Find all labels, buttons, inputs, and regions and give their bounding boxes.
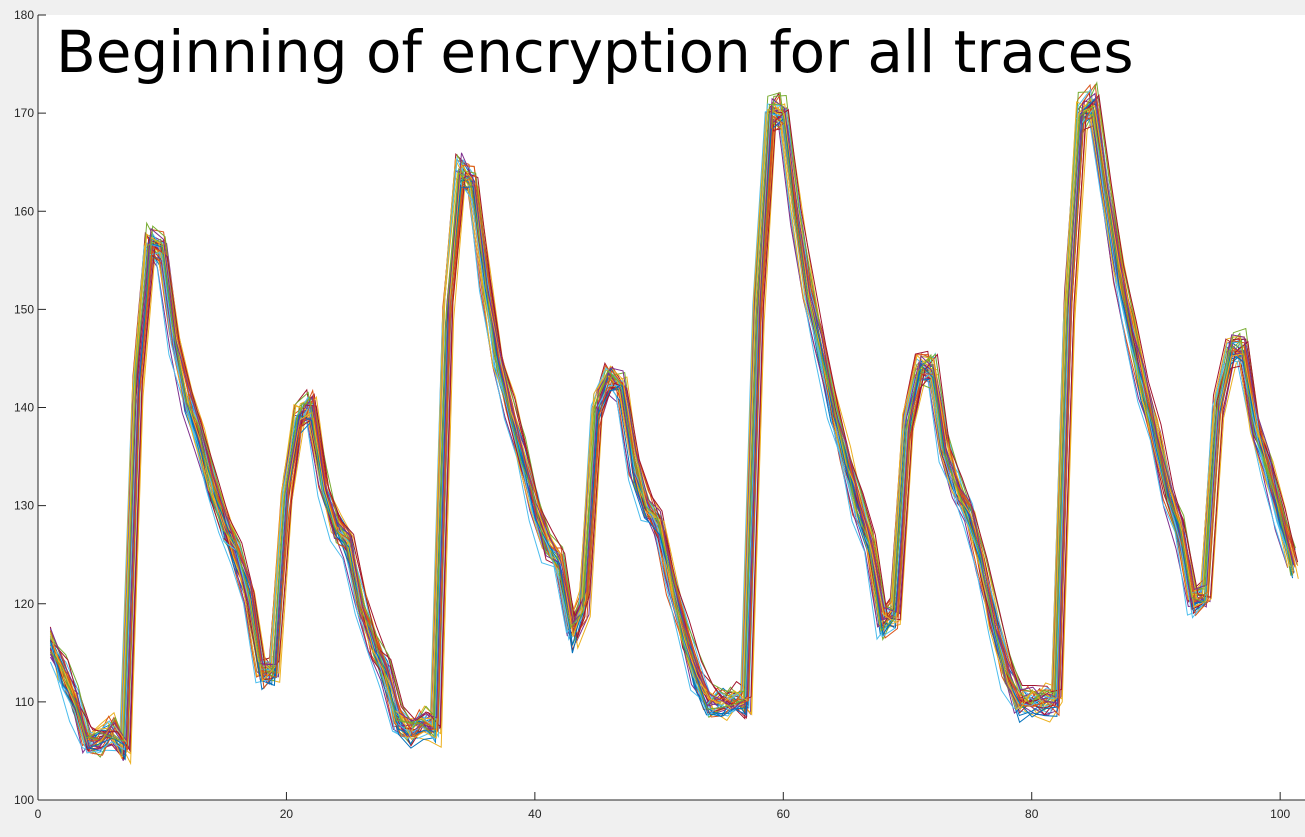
y-tick-label: 180 — [14, 8, 34, 22]
x-tick-label: 0 — [35, 807, 42, 821]
x-tick-label: 80 — [1025, 807, 1039, 821]
y-ticks-layer: 100 110 120 130 140 150 160 170 180 — [14, 8, 46, 807]
x-tick-label: 100 — [1270, 807, 1290, 821]
y-tick-label: 140 — [14, 401, 34, 415]
trace-line — [49, 92, 1295, 748]
y-tick-label: 170 — [14, 106, 34, 120]
traces-layer — [49, 81, 1299, 766]
trace-line — [49, 101, 1289, 750]
y-tick-label: 160 — [14, 204, 34, 218]
x-tick-label: 60 — [777, 807, 791, 821]
y-tick-label: 150 — [14, 302, 34, 316]
x-tick-label: 40 — [528, 807, 542, 821]
y-tick-label: 100 — [14, 793, 34, 807]
y-tick-label: 110 — [15, 695, 34, 709]
y-tick-label: 120 — [14, 597, 34, 611]
trace-line — [49, 103, 1292, 742]
chart-title: Beginning of encryption for all traces — [56, 18, 1134, 86]
x-ticks-layer: 0 20 40 60 80 100 — [35, 792, 1290, 821]
x-tick-label: 20 — [280, 807, 294, 821]
axes-background — [38, 15, 1305, 800]
y-tick-label: 130 — [14, 499, 34, 513]
